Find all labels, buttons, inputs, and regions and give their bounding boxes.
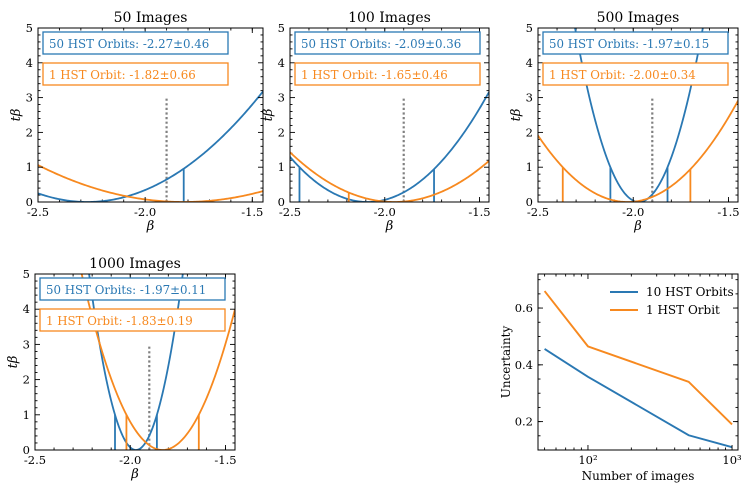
legend-box-orange	[294, 62, 481, 86]
y-tick-label: 2	[278, 125, 285, 139]
plot-frame	[37, 27, 264, 203]
plot-area	[80, 274, 235, 450]
x-tick-label: 10²	[578, 453, 597, 467]
plot-area	[538, 28, 738, 202]
legend-label-orange: 1 HST Orbit: -1.83±0.19	[46, 314, 193, 328]
x-tick-label: -1.5	[241, 205, 263, 219]
legend-label: 1 HST Orbit	[646, 303, 720, 317]
y-tick-label: 0	[278, 195, 285, 209]
likelihood-panel-4: -2.5 -2.0 -1.5 0 1 2 3 4 5 1000 Images β tβ 50 HST O…	[6, 256, 237, 482]
y-tick-label: 5	[278, 21, 285, 35]
likelihood-panel-1: -2.5 -2.0 -1.5 0 1 2 3 4 5 50 Images β tβ 50 HST Orb…	[9, 10, 264, 234]
plot-frame	[289, 27, 490, 203]
legend-label-blue: 50 HST Orbits: -2.09±0.36	[301, 37, 461, 51]
curve-blue	[38, 90, 263, 202]
curve-blue	[290, 91, 489, 202]
plot-frame	[537, 27, 739, 203]
y-tick-label: 3	[526, 91, 533, 105]
panel-title: 50 Images	[114, 10, 188, 26]
y-tick-label: 5	[23, 267, 30, 281]
y-axis-label: tβ	[509, 109, 524, 122]
legend-box-blue	[294, 31, 481, 55]
y-axis-label: tβ	[9, 109, 24, 122]
panel-title: 100 Images	[348, 10, 431, 26]
y-tick-label: 0.4	[515, 358, 533, 372]
y-tick-label: 0.2	[515, 415, 533, 429]
legend-label-blue: 50 HST Orbits: -1.97±0.15	[549, 37, 709, 51]
x-axis-label: Number of images	[582, 469, 695, 483]
panel-title: 1000 Images	[89, 256, 181, 272]
plot-area	[38, 90, 263, 202]
y-tick-label: 1	[278, 160, 285, 174]
y-axis-label: tβ	[6, 356, 21, 369]
y-tick-label: 0	[23, 443, 30, 457]
legend-label-blue: 50 HST Orbits: -1.97±0.11	[46, 283, 206, 297]
plot-frame	[537, 273, 739, 451]
curve-orange	[80, 274, 235, 450]
legend-label-orange: 1 HST Orbit: -1.82±0.66	[49, 68, 196, 82]
y-tick-label: 1	[526, 160, 533, 174]
x-axis-label: β	[130, 467, 139, 482]
y-tick-label: 2	[26, 125, 33, 139]
x-tick-label: -2.0	[374, 205, 396, 219]
y-tick-label: 4	[23, 302, 30, 316]
legend-box-blue	[42, 31, 229, 55]
legend-label: 10 HST Orbits	[646, 285, 734, 299]
plot-area	[290, 91, 489, 202]
y-tick-label: 3	[23, 337, 30, 351]
y-tick-label: 1	[26, 160, 33, 174]
y-tick-label: 5	[26, 21, 33, 35]
x-tick-label: -1.5	[214, 453, 236, 467]
y-tick-label: 2	[526, 125, 533, 139]
x-axis-label: β	[146, 219, 155, 234]
legend-box-orange	[42, 62, 229, 86]
x-tick-label: -2.0	[134, 205, 156, 219]
y-tick-label: 4	[526, 56, 533, 70]
likelihood-panel-3: -2.5 -2.0 -1.5 0 1 2 3 4 5 500 Images β tβ 50 HST Or…	[509, 10, 740, 234]
x-tick-label: -1.5	[717, 205, 739, 219]
uncertainty-line-blue	[544, 348, 733, 449]
x-tick-label: -2.5	[24, 453, 46, 467]
legend-label-orange: 1 HST Orbit: -2.00±0.34	[549, 68, 696, 82]
legend-box-orange	[39, 308, 226, 332]
y-tick-label: 0	[526, 195, 533, 209]
y-tick-label: 5	[526, 21, 533, 35]
x-tick-label: -2.5	[279, 205, 301, 219]
legend-box-blue	[542, 31, 729, 55]
panel-title: 500 Images	[597, 10, 680, 26]
y-tick-label: 4	[278, 56, 285, 70]
x-axis-label: β	[633, 219, 642, 234]
uncertainty-line-orange	[543, 290, 733, 426]
y-tick-label: 1	[23, 408, 30, 422]
y-tick-label: 3	[26, 91, 33, 105]
uncertainty-panel: 10² 10³ 0.2 0.4 0.6 Number of images Uncertain…	[499, 273, 742, 483]
x-tick-label: -2.5	[527, 205, 549, 219]
x-tick-label: -1.5	[468, 205, 490, 219]
y-axis-label: Uncertainty	[499, 326, 513, 399]
legend-box-blue	[39, 277, 226, 301]
legend-label-blue: 50 HST Orbits: -2.27±0.46	[49, 37, 209, 51]
x-tick-label: -2.0	[622, 205, 644, 219]
y-tick-label: 0	[26, 195, 33, 209]
likelihood-panel-2: -2.5 -2.0 -1.5 0 1 2 3 4 5 100 Images β tβ 50 HST Or…	[261, 10, 491, 234]
y-tick-label: 3	[278, 91, 285, 105]
legend-box-orange	[542, 62, 729, 86]
curve-orange	[38, 164, 263, 202]
plot-frame	[34, 273, 236, 451]
curve-orange	[538, 100, 738, 202]
x-tick-label: -2.0	[119, 453, 141, 467]
x-tick-label: 10³	[722, 453, 742, 467]
y-tick-label: 4	[26, 56, 33, 70]
curve-blue	[88, 274, 184, 450]
legend-label-orange: 1 HST Orbit: -1.65±0.46	[301, 68, 448, 82]
x-axis-label: β	[385, 219, 394, 234]
curve-orange	[290, 151, 489, 202]
y-tick-label: 0.6	[515, 301, 533, 315]
y-tick-label: 2	[23, 373, 30, 387]
x-tick-label: -2.5	[27, 205, 49, 219]
y-axis-label: tβ	[261, 109, 276, 122]
